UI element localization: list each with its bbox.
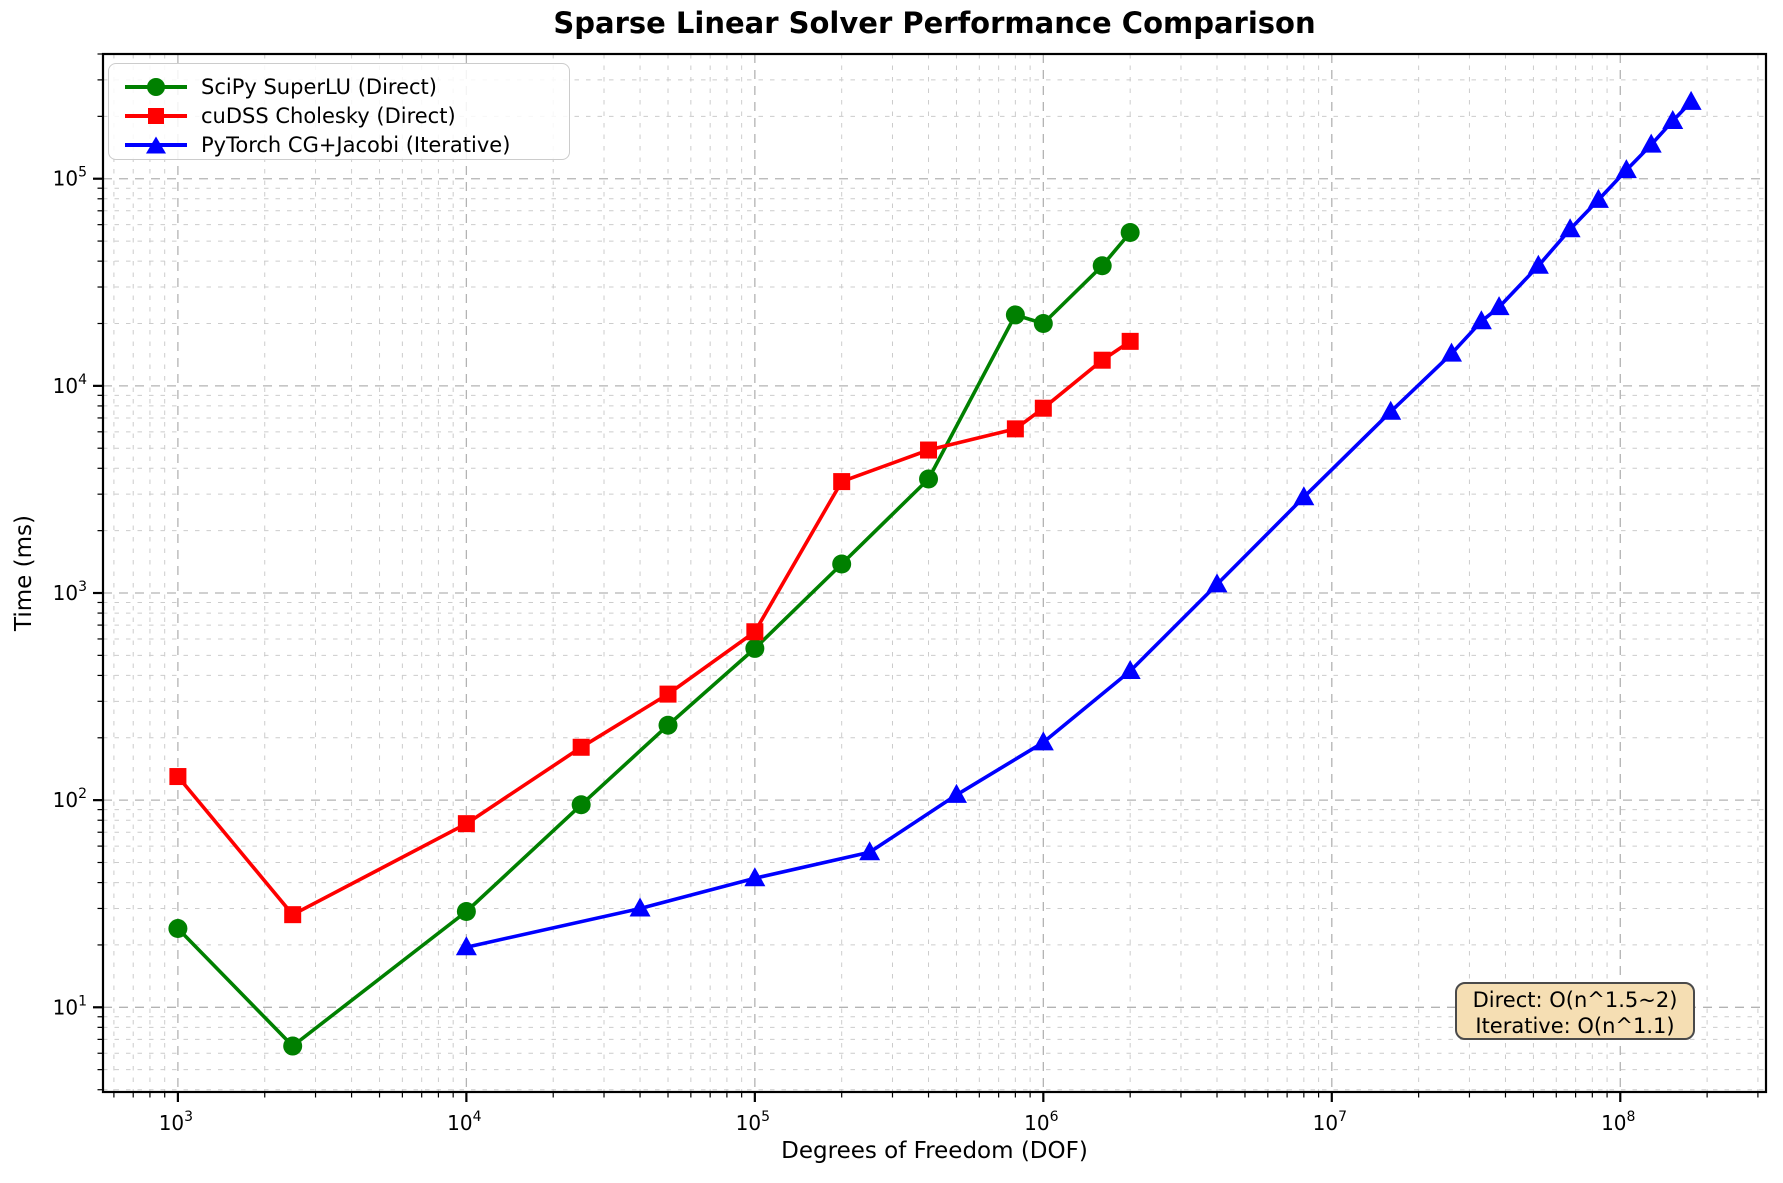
data-point	[1206, 573, 1228, 593]
data-point	[1092, 256, 1112, 276]
tick-label: 105	[53, 165, 87, 191]
legend-item-pytorch-cg: PyTorch CG+Jacobi (Iterative)	[125, 130, 569, 159]
data-point	[1005, 305, 1025, 325]
data-point	[1470, 310, 1492, 330]
data-point	[1640, 133, 1662, 153]
legend-item-cudss-cholesky: cuDSS Cholesky (Direct)	[125, 101, 569, 130]
tick-label: 105	[736, 1109, 770, 1135]
data-point	[659, 685, 677, 703]
tick-label: 103	[53, 579, 87, 605]
tick-label: 108	[1601, 1109, 1635, 1135]
data-point	[859, 841, 881, 861]
data-point	[1120, 222, 1140, 242]
gridlines	[103, 53, 1766, 1092]
data-point	[832, 554, 852, 574]
tick-label: 103	[159, 1109, 193, 1135]
data-point	[456, 902, 476, 922]
series-line-0	[176, 230, 1132, 1048]
data-point	[1033, 314, 1053, 334]
data-point	[1662, 109, 1684, 129]
data-point	[169, 768, 187, 786]
data-point	[455, 936, 477, 956]
data-point	[1615, 159, 1637, 179]
tick-label: 107	[1313, 1109, 1347, 1135]
data-point	[744, 867, 766, 887]
axis-ticks	[93, 53, 1759, 1102]
tick-label: 104	[53, 372, 87, 398]
series-1	[169, 332, 1139, 924]
data-point	[746, 623, 764, 641]
legend-label: cuDSS Cholesky (Direct)	[201, 103, 456, 128]
data-point	[1006, 420, 1024, 438]
data-point	[745, 638, 765, 658]
data-point	[1527, 254, 1549, 274]
data-point	[571, 795, 591, 815]
series-0	[168, 222, 1140, 1056]
data-point	[283, 1036, 303, 1056]
tick-label: 104	[447, 1109, 481, 1135]
data-point	[1032, 731, 1054, 751]
data-point	[1121, 332, 1139, 350]
legend-swatch-circle-icon	[125, 77, 187, 97]
series-line-1	[176, 339, 1132, 917]
data-point	[1380, 400, 1402, 420]
series-2	[455, 90, 1702, 956]
data-point	[1680, 90, 1702, 110]
data-point	[1488, 296, 1510, 316]
complexity-annotation: Direct: O(n^1.5~2) Iterative: O(n^1.1)	[1455, 982, 1695, 1040]
tick-label: 102	[53, 786, 87, 812]
y-axis-label: Time (ms)	[11, 515, 37, 631]
data-point	[629, 897, 651, 917]
data-point	[658, 715, 678, 735]
tick-label: 101	[53, 993, 87, 1019]
chart-title: Sparse Linear Solver Performance Compari…	[553, 6, 1316, 40]
plot-border	[101, 52, 1768, 1094]
legend-item-scipy-superlu: SciPy SuperLU (Direct)	[125, 72, 569, 101]
legend-label: SciPy SuperLU (Direct)	[201, 74, 437, 99]
legend-swatch-triangle-icon	[125, 135, 187, 155]
data-point	[920, 441, 938, 459]
data-point	[833, 473, 851, 491]
data-point	[572, 738, 590, 756]
data-point	[168, 919, 188, 939]
legend: SciPy SuperLU (Direct) cuDSS Cholesky (D…	[108, 63, 570, 160]
data-point	[284, 906, 302, 924]
data-point	[1034, 399, 1052, 417]
data-point	[919, 469, 939, 489]
data-point	[945, 783, 967, 803]
legend-label: PyTorch CG+Jacobi (Iterative)	[201, 132, 511, 157]
data-point	[1119, 660, 1141, 680]
annotation-line-direct: Direct: O(n^1.5~2)	[1472, 988, 1678, 1012]
annotation-line-iterative: Iterative: O(n^1.1)	[1475, 1014, 1675, 1038]
data-point	[457, 815, 475, 833]
tick-label: 106	[1024, 1109, 1058, 1135]
data-point	[1293, 486, 1315, 506]
data-point	[1587, 188, 1609, 208]
legend-swatch-square-icon	[125, 106, 187, 126]
data-point	[1441, 342, 1463, 362]
data-point	[1559, 218, 1581, 238]
x-axis-label: Degrees of Freedom (DOF)	[781, 1138, 1088, 1164]
tick-labels: 103 104 105 106 107 108 101 102 103 104 105	[53, 165, 1636, 1135]
data-point	[1093, 351, 1111, 369]
